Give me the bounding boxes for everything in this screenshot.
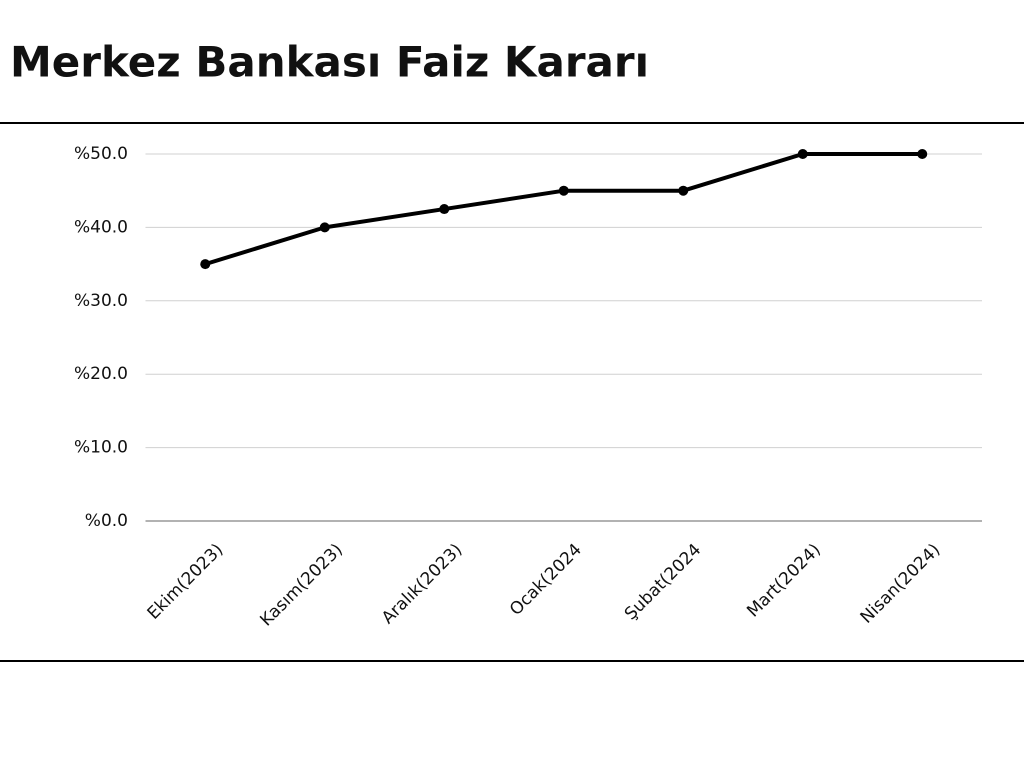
point — [200, 259, 211, 270]
y-tick-label: %40.0 — [74, 217, 128, 237]
y-tick-label: %50.0 — [74, 144, 128, 164]
x-tick-label: Ekim(2023) — [144, 540, 228, 624]
y-tick-label: %10.0 — [74, 438, 128, 458]
x-tick-label: Aralık(2023) — [378, 540, 466, 628]
x-tick-label: Kasım(2023) — [256, 540, 346, 630]
y-tick-label: %30.0 — [74, 291, 128, 311]
point — [558, 185, 569, 196]
point — [917, 149, 928, 159]
x-tick-label: Ocak(2024 — [506, 540, 586, 620]
x-tick-label: Şubat(2024 — [621, 540, 705, 624]
x-tick-label: Nisan(2024) — [857, 540, 945, 628]
point — [797, 149, 808, 159]
line — [204, 152, 923, 267]
y-tick-label: %20.0 — [74, 364, 128, 384]
x-tick-label: Mart(2024) — [743, 540, 825, 622]
y-tick-label: %0.0 — [85, 511, 128, 531]
point — [678, 185, 689, 196]
point — [319, 222, 330, 233]
point — [439, 204, 450, 215]
chart-title: Merkez Bankası Faiz Kararı — [10, 38, 649, 87]
